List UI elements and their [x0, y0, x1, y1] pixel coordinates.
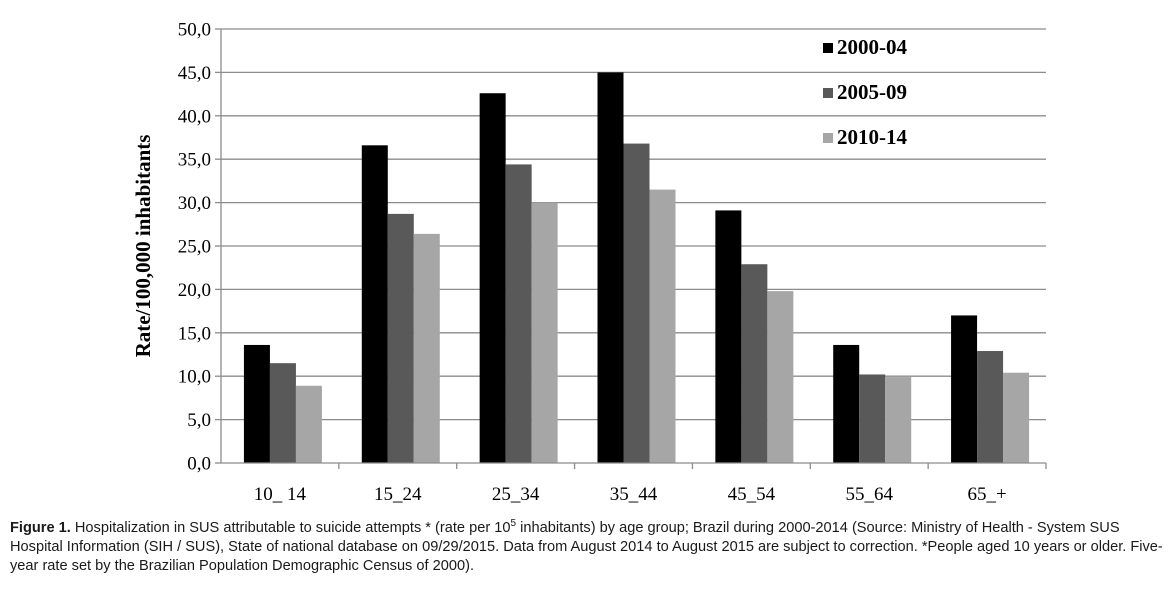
bar-2005-09-25_34 [505, 164, 532, 463]
y-tick-label: 10,0 [178, 367, 211, 388]
y-tick-label: 15,0 [178, 323, 211, 344]
bar-2005-09-55_64 [859, 374, 886, 463]
y-tick-label: 20,0 [178, 280, 211, 301]
x-tick-label: 45_54 [728, 484, 776, 505]
y-tick-label: 25,0 [178, 237, 211, 258]
x-tick-label: 55_64 [845, 484, 893, 505]
bar-2000-04-55_64 [833, 344, 860, 463]
bar-2005-09-35_44 [623, 143, 650, 464]
bars [243, 72, 1030, 464]
legend-swatch [823, 133, 833, 143]
legend-swatch [823, 43, 833, 53]
y-axis-label: Rate/100,000 inhabitants [131, 135, 155, 358]
y-tick-label: 35,0 [178, 150, 211, 171]
bar-2010-14-25_34 [531, 202, 558, 463]
caption-superscript: 5 [510, 518, 517, 530]
legend-label: 2000-04 [837, 35, 907, 59]
x-tick-label: 15_24 [374, 484, 422, 505]
x-tick-label: 10_ 14 [254, 484, 307, 505]
caption-text-end: inhabitants) by age group; Brazil during… [10, 520, 1163, 574]
x-tick-label: 25_34 [492, 484, 540, 505]
y-tick-label: 40,0 [178, 106, 211, 127]
y-tick-label: 0,0 [187, 454, 211, 475]
x-tick-label: 35_44 [610, 484, 658, 505]
bar-2000-04-35_44 [597, 72, 624, 464]
bar-2005-09-45_54 [741, 264, 768, 463]
legend-swatch [823, 88, 833, 98]
caption-text-start: Hospitalization in SUS attributable to s… [70, 520, 511, 536]
bar-2010-14-55_64 [885, 377, 912, 463]
bar-2010-14-15_24 [413, 233, 440, 463]
bar-2005-09-65_+ [977, 351, 1004, 463]
bar-2010-14-35_44 [649, 189, 676, 463]
caption-label: Figure 1. [10, 520, 71, 536]
bar-2010-14-10_14 [295, 385, 322, 463]
y-tick-label: 50,0 [178, 20, 211, 41]
bar-2000-04-10_14 [243, 344, 270, 463]
y-tick-label: 45,0 [178, 63, 211, 84]
bar-chart: 0,0 5,0 10,0 15,0 20,0 25,0 30,0 35,0 40,0 45,0 50… [131, 20, 1047, 505]
legend: 2000-04 2005-09 2010-14 [823, 35, 907, 149]
y-tick-label: 30,0 [178, 193, 211, 214]
y-tick-label: 5,0 [187, 410, 211, 431]
figure-caption: Figure 1. Hospitalization in SUS attribu… [10, 519, 1172, 576]
bar-2000-04-45_54 [715, 210, 742, 463]
bar-2005-09-10_14 [269, 363, 296, 463]
x-tick-label: 65_+ [967, 484, 1006, 505]
bar-2010-14-45_54 [767, 291, 794, 463]
bar-2000-04-15_24 [361, 145, 388, 463]
legend-label: 2005-09 [837, 80, 907, 104]
y-tick-labels: 0,0 5,0 10,0 15,0 20,0 25,0 30,0 35,0 40,0 45,0 50… [178, 20, 211, 475]
x-tick-labels: 10_ 14 15_24 25_34 35_44 45_54 55_64 65_+ [254, 484, 1007, 505]
axes [215, 28, 1047, 469]
bar-2000-04-65_+ [951, 315, 978, 463]
legend-label: 2010-14 [837, 125, 907, 149]
bar-2000-04-25_34 [479, 93, 506, 464]
bar-2010-14-65_+ [1003, 372, 1030, 463]
bar-2005-09-15_24 [387, 213, 414, 463]
